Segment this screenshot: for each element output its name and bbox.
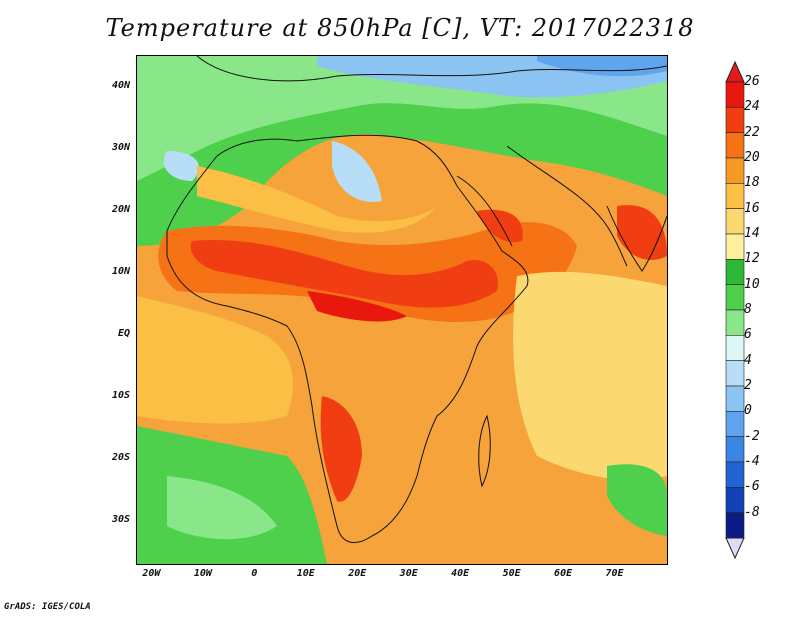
madagascar-outline <box>478 414 491 488</box>
lon-tick-label: 60E <box>554 568 573 579</box>
field-yellow-atlantic <box>137 296 293 424</box>
field-red-southern-africa <box>320 396 362 502</box>
color-legend <box>725 60 745 560</box>
lon-tick-label: 10W <box>193 568 212 579</box>
lat-tick-label: 10S <box>111 389 130 401</box>
field-lightgreen-south-atlantic <box>167 476 277 540</box>
colorbar-bottom-arrow <box>725 537 745 560</box>
field-hot-core-central <box>307 291 407 322</box>
colorbar-tick-label: -8 <box>744 504 760 520</box>
colorbar-swatch <box>725 335 745 361</box>
colorbar-swatch <box>725 512 745 539</box>
lat-tick-label: 30S <box>111 513 130 525</box>
colorbar-swatch <box>725 461 745 488</box>
colorbar-swatch <box>725 487 745 513</box>
field-red-sahel <box>190 240 498 308</box>
field-red-india <box>617 205 667 260</box>
europe-coast <box>196 56 667 82</box>
field-red-arabia <box>477 209 523 243</box>
colorbar-swatch <box>725 183 745 209</box>
colorbar-tick-label: 14 <box>744 226 760 241</box>
lon-tick-label: 20W <box>142 568 161 579</box>
colorbar-swatch <box>725 107 745 133</box>
field-darkblue-anatolia <box>537 56 667 77</box>
lon-tick-label: 20E <box>348 568 367 579</box>
lon-tick-label: 40E <box>451 568 470 579</box>
lat-tick-label: 30N <box>111 141 130 153</box>
africa-outline <box>166 134 529 544</box>
lon-tick-label: 50E <box>502 568 521 579</box>
lon-tick-label: 0 <box>251 568 258 579</box>
colorbar-tick-label: 10 <box>744 276 760 292</box>
colorbar-tick-label: -4 <box>744 454 760 469</box>
field-yellow-sahara <box>197 166 437 233</box>
colorbar-swatch <box>725 259 745 285</box>
colorbar-swatch <box>725 360 745 387</box>
lon-tick-label: 70E <box>605 568 624 579</box>
temperature-map <box>136 55 668 565</box>
colorbar-tick-label: 20 <box>744 150 760 165</box>
colorbar-tick-label: 6 <box>744 327 752 343</box>
field-green-south-indian <box>607 464 667 536</box>
field-blue-morocco <box>163 151 199 181</box>
map-title: Temperature at 850hPa [C], VT: 201702231… <box>105 14 695 42</box>
temperature-field <box>137 56 667 564</box>
field-yellow-indian-ocean <box>513 271 667 480</box>
colorbar-tick-label: -2 <box>744 428 760 444</box>
field-blue-libya <box>332 141 382 202</box>
colorbar-swatch <box>725 309 745 336</box>
colorbar-swatch <box>725 436 745 463</box>
colorbar-tick-label: 12 <box>744 251 760 267</box>
colorbar-tick-label: 0 <box>744 403 752 419</box>
arabia-outline <box>506 145 628 267</box>
colorbar-tick-label: 22 <box>744 124 760 140</box>
colorbar-swatch <box>725 284 745 311</box>
colorbar-swatch <box>725 208 745 235</box>
colorbar-top-arrow <box>725 60 745 83</box>
colorbar-swatch <box>725 385 745 412</box>
colorbar-tick-label: 24 <box>744 99 760 115</box>
lon-tick-label: 10E <box>296 568 315 579</box>
colorbar-tick-label: 2 <box>744 378 752 393</box>
red-sea-coast <box>456 175 513 247</box>
lat-tick-label: 20N <box>111 203 130 215</box>
colorbar-swatch <box>725 132 745 159</box>
india-outline <box>606 205 667 272</box>
lon-tick-label: 30E <box>399 568 418 579</box>
colorbar-swatch <box>725 157 745 184</box>
colorbar-tick-label: 18 <box>744 175 760 191</box>
lat-tick-label: EQ <box>117 327 130 339</box>
colorbar-tick-label: 4 <box>744 352 752 368</box>
colorbar-tick-label: 26 <box>744 74 760 89</box>
lat-tick-label: 10N <box>111 265 130 277</box>
colorbar-tick-label: -6 <box>744 479 760 495</box>
colorbar-swatch <box>725 411 745 437</box>
colorbar-tick-label: 16 <box>744 200 760 216</box>
colorbar-tick-label: 8 <box>744 302 752 317</box>
grads-credit: GrADS: IGES/COLA <box>4 602 91 612</box>
lat-tick-label: 40N <box>111 79 130 91</box>
lat-tick-label: 20S <box>111 451 130 463</box>
colorbar-swatch <box>725 233 745 260</box>
colorbar-swatch <box>725 81 745 108</box>
